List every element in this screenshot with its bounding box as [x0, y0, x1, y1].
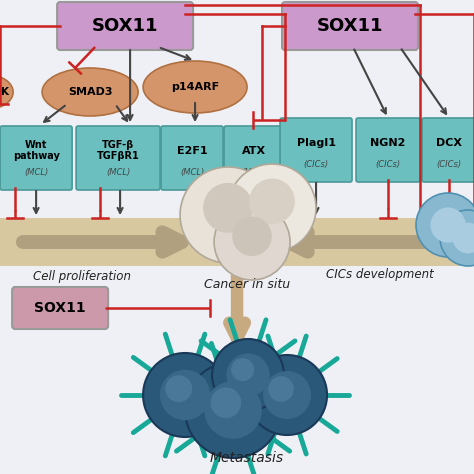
Circle shape — [160, 370, 210, 420]
FancyBboxPatch shape — [282, 2, 418, 50]
Text: PlagI1: PlagI1 — [297, 138, 336, 148]
FancyBboxPatch shape — [0, 126, 72, 190]
Text: CICs development: CICs development — [326, 268, 434, 281]
FancyBboxPatch shape — [0, 218, 474, 266]
Text: (MCL): (MCL) — [106, 168, 130, 177]
FancyBboxPatch shape — [76, 126, 160, 190]
Text: Cell proliferation: Cell proliferation — [33, 270, 131, 283]
Circle shape — [231, 358, 254, 381]
Text: ATX: ATX — [241, 146, 265, 156]
FancyBboxPatch shape — [422, 118, 474, 182]
Text: (CICs): (CICs) — [437, 161, 462, 170]
Ellipse shape — [42, 68, 138, 116]
Text: SOX11: SOX11 — [34, 301, 86, 315]
Text: (CICs): (CICs) — [375, 161, 401, 170]
Circle shape — [232, 217, 272, 256]
Circle shape — [430, 208, 465, 243]
Circle shape — [228, 164, 316, 252]
Circle shape — [185, 362, 281, 458]
Circle shape — [249, 179, 295, 224]
Ellipse shape — [143, 61, 247, 113]
Circle shape — [203, 183, 253, 233]
Circle shape — [268, 376, 294, 402]
Circle shape — [247, 355, 327, 435]
Text: K: K — [1, 87, 9, 97]
FancyBboxPatch shape — [12, 287, 108, 329]
Circle shape — [143, 353, 227, 437]
Text: (MCL): (MCL) — [24, 168, 48, 177]
Text: E2F1: E2F1 — [177, 146, 208, 156]
Circle shape — [204, 381, 262, 439]
Circle shape — [210, 387, 241, 418]
Text: Metastasis: Metastasis — [210, 451, 284, 465]
Text: SOX11: SOX11 — [317, 17, 383, 35]
Circle shape — [214, 204, 290, 280]
Circle shape — [212, 339, 284, 411]
FancyBboxPatch shape — [280, 118, 352, 182]
Circle shape — [227, 354, 270, 397]
Ellipse shape — [0, 75, 13, 109]
Circle shape — [263, 371, 311, 419]
Circle shape — [165, 375, 192, 402]
FancyBboxPatch shape — [224, 126, 283, 190]
Text: SOX11: SOX11 — [92, 17, 158, 35]
Circle shape — [416, 193, 474, 257]
FancyBboxPatch shape — [57, 2, 193, 50]
Text: (MCL): (MCL) — [241, 168, 266, 177]
Text: Wnt
pathway: Wnt pathway — [13, 140, 60, 161]
Circle shape — [180, 167, 276, 263]
Text: (MCL): (MCL) — [180, 168, 204, 177]
Text: (CICs): (CICs) — [303, 161, 328, 170]
Circle shape — [453, 223, 474, 254]
Text: DCX: DCX — [436, 138, 462, 148]
Text: TGF-β
TGFβR1: TGF-β TGFβR1 — [97, 140, 139, 161]
Circle shape — [440, 210, 474, 266]
Text: NGN2: NGN2 — [370, 138, 406, 148]
Text: Cancer in situ: Cancer in situ — [204, 278, 290, 291]
Text: p14ARF: p14ARF — [171, 82, 219, 92]
FancyBboxPatch shape — [161, 126, 223, 190]
Text: SMAD3: SMAD3 — [68, 87, 112, 97]
FancyBboxPatch shape — [356, 118, 420, 182]
